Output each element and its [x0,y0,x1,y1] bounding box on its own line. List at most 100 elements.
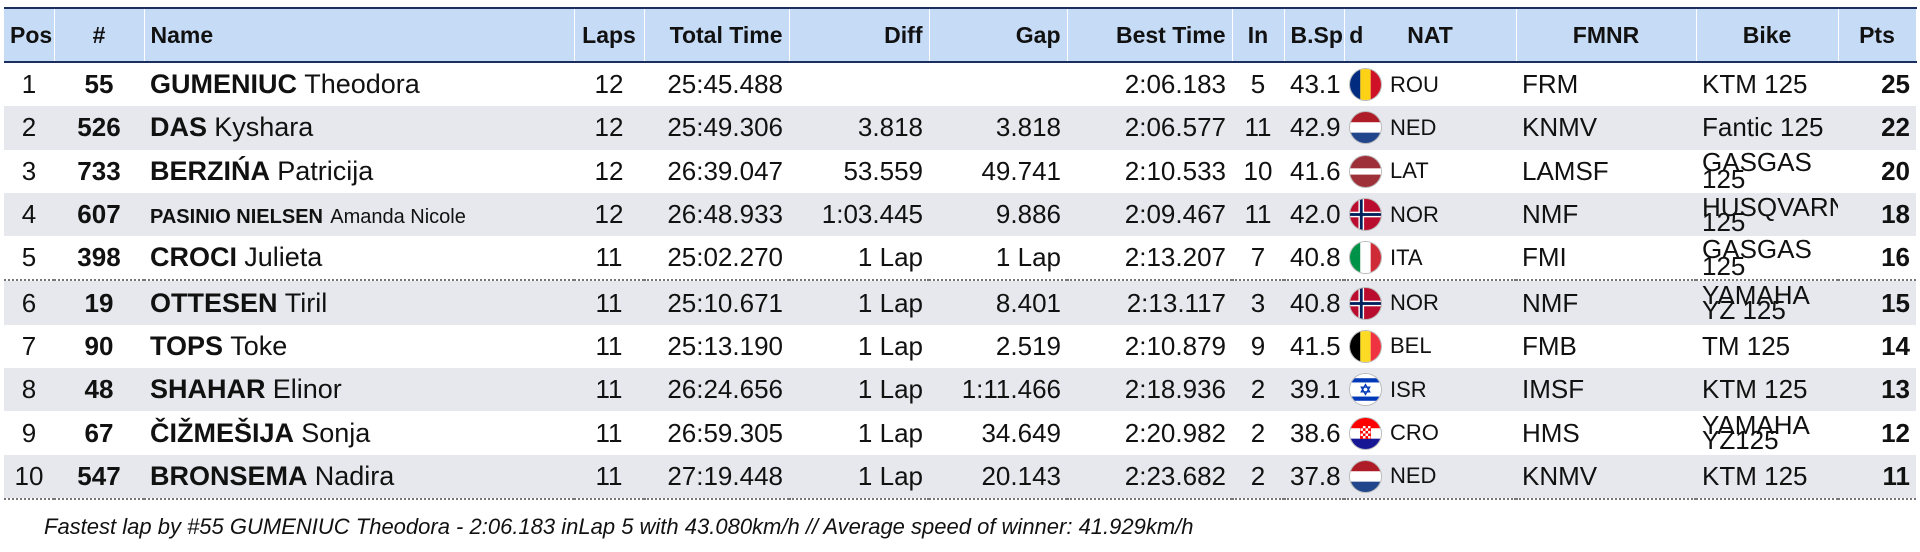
rider-lastname: PASINIO NIELSEN [150,206,323,229]
diff-cell [789,62,929,107]
rider-number-cell: 733 [54,149,144,193]
table-row: 6 19 OTTESEN Tiril 11 25:10.671 1 Lap 8.… [4,279,1916,325]
laps-cell: 11 [574,454,644,500]
federation-cell: FRM [1516,62,1696,107]
best-time-cell: 2:10.879 [1067,324,1232,369]
rider-lastname: GUMENIUC [150,69,297,100]
rider-name-cell: TOPS Toke [144,324,574,369]
rider-number-cell: 48 [54,368,144,412]
rider-firstname: Patricija [277,155,374,186]
best-speed-cell: 41.6 [1284,149,1344,193]
gap-cell: 34.649 [929,411,1067,455]
header-pts: Pts [1838,7,1917,63]
flag-norway-icon [1350,287,1381,319]
federation-cell: HMS [1516,411,1696,455]
rider-firstname: Tiril [284,287,328,318]
diff-cell: 1 Lap [789,454,929,500]
rider-firstname: Julieta [244,242,323,273]
gap-cell [929,62,1067,107]
position-cell: 8 [4,368,54,412]
rider-name-cell: CROCI Julieta [144,236,574,281]
best-time-cell: 2:06.183 [1067,62,1232,107]
nationality-cell: NED [1344,106,1516,150]
diff-cell: 1:03.445 [789,192,929,237]
best-lap-cell: 2 [1232,454,1284,500]
points-cell: 20 [1838,149,1916,193]
best-speed-cell: 38.6 [1284,411,1344,455]
nationality-cell: NOR [1344,279,1516,325]
position-cell: 5 [4,236,54,281]
flag-belgium-icon [1350,330,1381,362]
nationality-cell: CRO [1344,411,1516,455]
bike-cell: KTM 125 [1696,62,1838,107]
points-cell: 15 [1838,279,1916,325]
total-time-cell: 25:10.671 [644,279,789,325]
rider-lastname: SHAHAR [150,374,266,405]
flag-romania-icon [1350,69,1381,101]
total-time-cell: 26:59.305 [644,411,789,455]
rider-lastname: TOPS [150,330,224,361]
best-lap-cell: 10 [1232,149,1284,193]
rider-lastname: BERZIŃA [150,155,270,186]
federation-cell: IMSF [1516,368,1696,412]
rider-number-cell: 398 [54,236,144,281]
diff-cell: 3.818 [789,106,929,150]
laps-cell: 12 [574,149,644,193]
federation-cell: NMF [1516,279,1696,325]
diff-cell: 1 Lap [789,368,929,412]
diff-cell: 1 Lap [789,279,929,325]
position-cell: 10 [4,454,54,500]
header-best-time: Best Time [1067,7,1233,63]
federation-cell: FMI [1516,236,1696,281]
best-time-cell: 2:13.117 [1067,279,1232,325]
rider-number-cell: 67 [54,411,144,455]
best-time-cell: 2:23.682 [1067,454,1232,500]
flag-croatia-icon [1350,417,1381,449]
best-lap-cell: 9 [1232,324,1284,369]
position-cell: 9 [4,411,54,455]
rider-firstname: Amanda Nicole [330,206,466,229]
nationality-code: ISR [1390,376,1427,402]
total-time-cell: 26:39.047 [644,149,789,193]
header-total-time: Total Time [644,7,790,63]
header-fmnr: FMNR [1516,7,1697,63]
best-lap-cell: 11 [1232,192,1284,237]
rider-firstname: Sonja [301,417,371,448]
best-speed-cell: 40.8 [1284,279,1344,325]
diff-cell: 1 Lap [789,411,929,455]
nationality-code: LAT [1390,158,1429,184]
best-time-cell: 2:20.982 [1067,411,1232,455]
table-row: 4 607 PASINIO NIELSEN Amanda Nicole 12 2… [4,192,1916,237]
bike-cell: HUSQVARNA 125 [1696,192,1838,237]
rider-name-cell: OTTESEN Tiril [144,279,574,325]
flag-israel-icon [1350,374,1381,406]
best-lap-cell: 3 [1232,279,1284,325]
points-cell: 13 [1838,368,1916,412]
nationality-code: ITA [1390,244,1423,270]
rider-name-cell: SHAHAR Elinor [144,368,574,412]
header-laps: Laps [574,7,645,63]
position-cell: 1 [4,62,54,107]
table-row: 2 526 DAS Kyshara 12 25:49.306 3.818 3.8… [4,106,1916,150]
rider-firstname: Elinor [272,374,342,405]
bike-cell: Fantic 125 [1696,106,1838,150]
best-lap-cell: 11 [1232,106,1284,150]
rider-name-cell: DAS Kyshara [144,106,574,150]
flag-netherlands-icon [1350,460,1381,492]
best-lap-cell: 2 [1232,411,1284,455]
points-cell: 16 [1838,236,1916,281]
position-cell: 6 [4,279,54,325]
points-cell: 22 [1838,106,1916,150]
best-time-cell: 2:09.467 [1067,192,1232,237]
best-lap-cell: 2 [1232,368,1284,412]
rider-name-cell: BRONSEMA Nadira [144,454,574,500]
gap-cell: 8.401 [929,279,1067,325]
best-speed-cell: 42.9 [1284,106,1344,150]
rider-lastname: DAS [150,112,208,143]
total-time-cell: 26:24.656 [644,368,789,412]
flag-latvia-icon [1350,155,1381,187]
rider-name-cell: GUMENIUC Theodora [144,62,574,107]
nationality-cell: LAT [1344,149,1516,193]
rider-number-cell: 607 [54,192,144,237]
best-speed-cell: 40.8 [1284,236,1344,281]
